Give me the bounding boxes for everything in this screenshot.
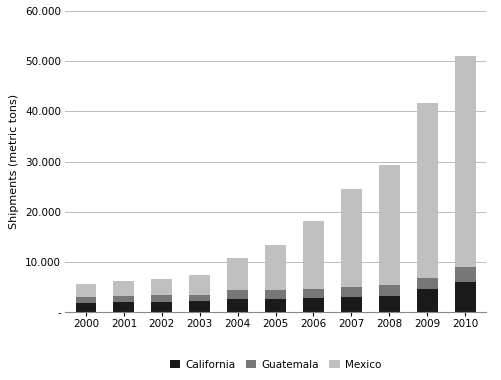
Bar [227,299,248,312]
Bar [417,289,438,312]
Bar [151,279,172,295]
Bar [379,165,400,285]
Bar [76,297,96,302]
Bar [417,278,438,289]
Bar [113,281,134,296]
Bar [379,296,400,312]
Bar [455,267,475,282]
Bar [76,302,96,312]
Bar [227,290,248,299]
Bar [151,302,172,312]
Legend: California, Guatemala, Mexico: California, Guatemala, Mexico [165,356,386,374]
Bar [227,258,248,290]
Bar [379,285,400,296]
Bar [113,296,134,302]
Bar [189,294,210,301]
Bar [455,282,475,312]
Y-axis label: Shipments (metric tons): Shipments (metric tons) [10,94,20,229]
Bar [341,189,362,287]
Bar [113,302,134,312]
Bar [76,284,96,297]
Bar [303,298,324,312]
Bar [303,221,324,288]
Bar [265,290,286,299]
Bar [341,287,362,297]
Bar [341,297,362,312]
Bar [265,299,286,312]
Bar [417,103,438,278]
Bar [189,301,210,312]
Bar [455,57,475,267]
Bar [303,288,324,298]
Bar [189,275,210,294]
Bar [265,245,286,290]
Bar [151,295,172,302]
